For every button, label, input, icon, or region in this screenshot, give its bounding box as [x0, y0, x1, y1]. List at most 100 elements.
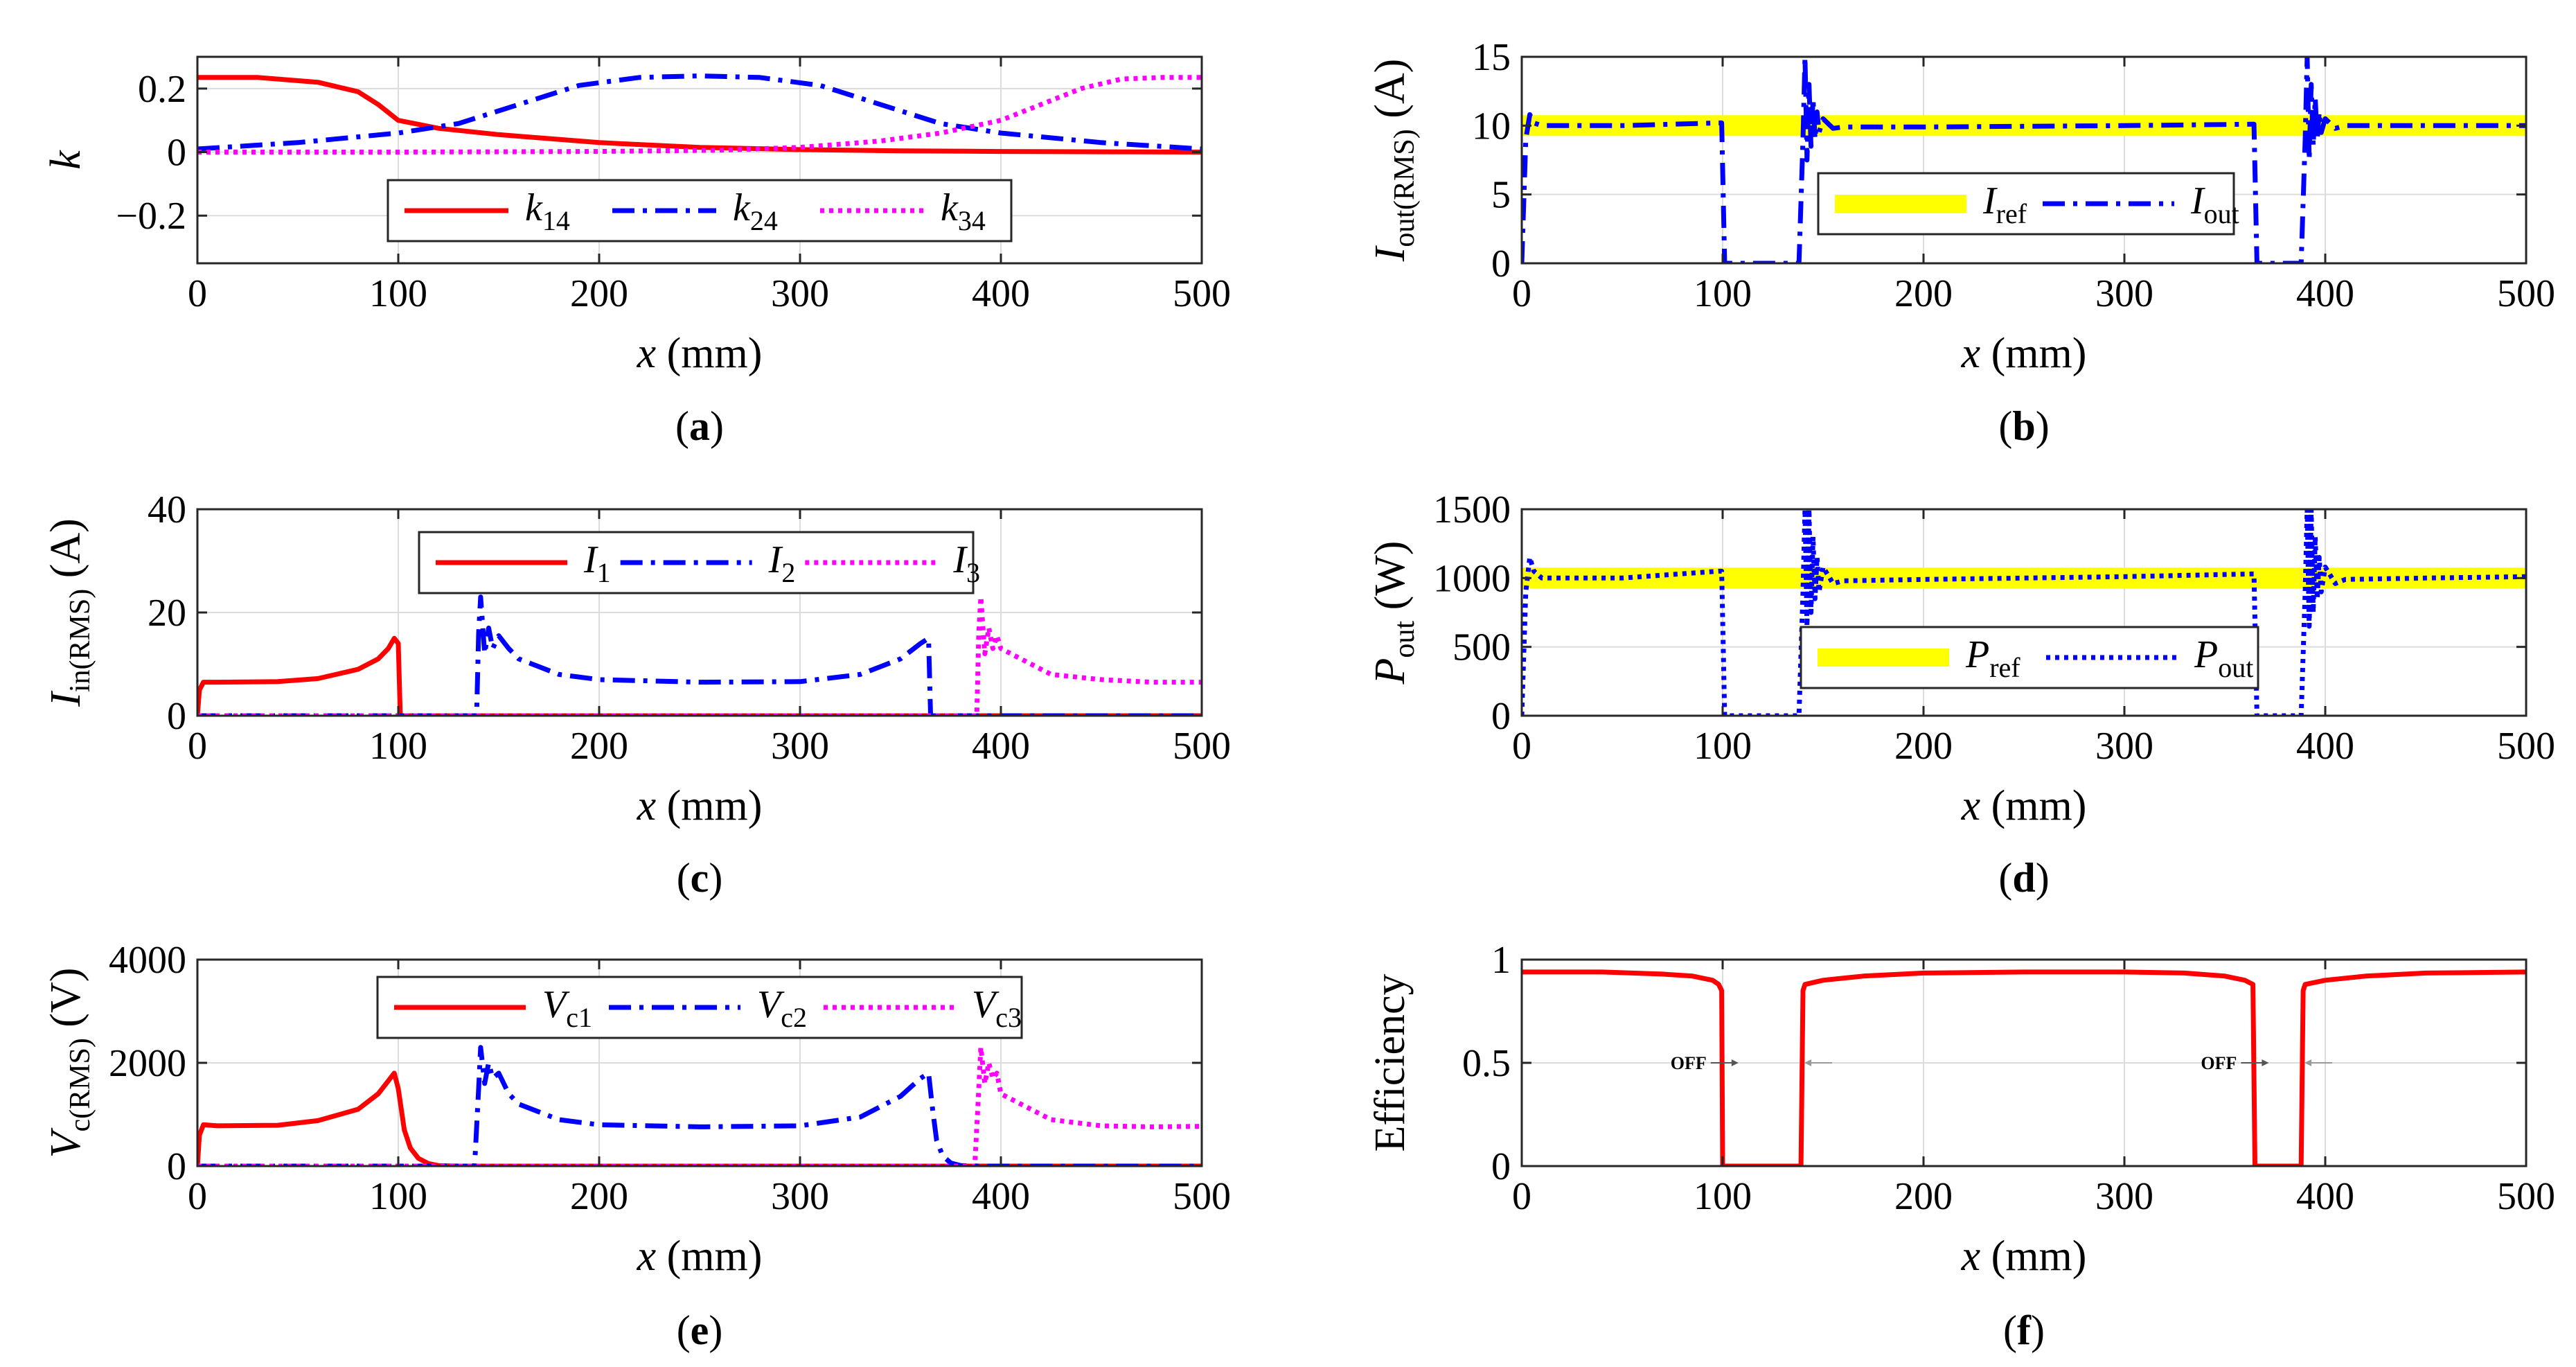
x-tick-label: 0	[1512, 725, 1531, 768]
y-axis-label: Efficiency	[1367, 973, 1414, 1152]
x-tick-label: 400	[972, 1175, 1030, 1218]
y-axis-label: Pout (W)	[1367, 541, 1421, 685]
x-tick-label: 100	[1694, 725, 1752, 768]
y-tick-label: 15	[1472, 36, 1511, 79]
x-tick-label: 100	[1694, 1175, 1752, 1218]
x-tick-label: 500	[2497, 725, 2555, 768]
y-tick-label: 0	[167, 695, 186, 738]
plot-area	[1522, 57, 2526, 263]
x-tick-label: 500	[1173, 272, 1231, 315]
y-tick-label: 5	[1491, 174, 1511, 217]
y-tick-label: 0.2	[138, 68, 186, 111]
panel-caption: (d)	[1998, 855, 2049, 901]
plot-area	[1522, 969, 2526, 1166]
panel-caption: (c)	[677, 855, 723, 901]
x-tick-label: 300	[771, 1175, 829, 1218]
panel-d: 0 100 200 300 400 500 0 500 1000 1500 x (mm) Pout (…	[1367, 488, 2555, 901]
plot-area	[1522, 509, 2526, 716]
arrowhead-icon	[1731, 1059, 1739, 1066]
y-axis-label: Vc(RMS) (V)	[42, 968, 96, 1158]
x-tick-label: 400	[2296, 272, 2354, 315]
panel-e: 0 100 200 300 400 500 0 2000 4000 x (mm) Vc(RMS) (…	[42, 939, 1231, 1353]
series-line-iout	[1522, 57, 2526, 263]
legend: I1 I2 I3	[418, 531, 980, 594]
y-tick-label: 1500	[1433, 488, 1511, 531]
y-tick-label: −0.2	[116, 195, 186, 238]
x-tick-label: 100	[369, 725, 427, 768]
x-tick-label: 200	[1894, 1175, 1953, 1218]
off-annotation: OFF	[1671, 1053, 1707, 1073]
arrowhead-icon	[2304, 1059, 2312, 1066]
panel-f: 0 100 200 300 400 500 0 0.5 1 x (mm) Efficiency (f)…	[1367, 939, 2555, 1353]
x-tick-label: 500	[2497, 1175, 2555, 1218]
series-line-k14	[197, 75, 1202, 155]
series-line-k24	[197, 73, 1202, 152]
y-tick-label: 0	[1491, 695, 1511, 738]
series-line-efficiency	[1522, 969, 2526, 1166]
panel-b: 0 100 200 300 400 500 0 5 10 15 x (mm) Iout(RMS) (A…	[1367, 36, 2555, 449]
legend: k14 k24 k34	[387, 179, 1013, 242]
y-axis-label: k	[42, 150, 89, 170]
x-tick-label: 200	[1894, 725, 1953, 768]
series-line-vc2	[197, 1045, 1202, 1166]
x-axis-label: x (mm)	[1961, 330, 2087, 377]
series-line-i1	[197, 635, 1202, 716]
y-tick-label: 0.5	[1462, 1042, 1511, 1085]
axes-frame	[1520, 55, 2528, 265]
series-line-i2	[197, 594, 1202, 716]
y-tick-label: 1000	[1433, 557, 1511, 600]
series-line-pout	[1522, 509, 2526, 716]
x-tick-label: 200	[570, 272, 628, 315]
x-axis-label: x (mm)	[1961, 782, 2087, 829]
x-tick-label: 400	[2296, 1175, 2354, 1218]
off-annotation: OFF	[2201, 1053, 2237, 1073]
x-tick-label: 0	[1512, 1175, 1531, 1218]
x-tick-label: 0	[188, 725, 207, 768]
legend: Vc1 Vc2 Vc3	[376, 976, 1023, 1039]
series-line-i3	[197, 594, 1202, 716]
x-axis-label: x (mm)	[637, 1233, 763, 1280]
legend-label: Iout	[2190, 179, 2239, 229]
panel-caption: (f)	[2003, 1307, 2045, 1353]
x-tick-label: 500	[1173, 1175, 1231, 1218]
y-tick-label: 40	[148, 488, 186, 531]
legend-label: I2	[768, 538, 796, 588]
y-tick-label: 0	[1491, 242, 1511, 285]
panel-caption: (b)	[1998, 403, 2049, 449]
x-axis-label: x (mm)	[637, 330, 763, 377]
x-tick-label: 0	[1512, 272, 1531, 315]
x-tick-label: 200	[570, 1175, 628, 1218]
axes-frame	[196, 55, 1203, 265]
x-tick-label: 300	[2095, 1175, 2153, 1218]
y-tick-label: 0	[167, 132, 186, 175]
x-tick-label: 100	[369, 272, 427, 315]
panel-caption: (e)	[677, 1307, 723, 1353]
legend-label: k34	[941, 186, 986, 236]
series-line-vc3	[197, 1045, 1202, 1166]
y-tick-label: 2000	[109, 1042, 186, 1085]
x-tick-label: 500	[2497, 272, 2555, 315]
panel-a: 0 100 200 300 400 500−0.200.2x (mm)k(a)k14 k24…	[42, 55, 1231, 449]
legend-label: I1	[583, 538, 611, 588]
x-tick-label: 300	[2095, 725, 2153, 768]
legend-label: Vc2	[757, 983, 807, 1033]
y-tick-label: 1	[1491, 939, 1511, 982]
y-tick-label: 500	[1453, 626, 1511, 669]
plot-area	[197, 73, 1202, 155]
panel-c: 0 100 200 300 400 500 0 20 40 x (mm) Iin(RMS) (A) (…	[42, 488, 1231, 901]
x-axis-label: x (mm)	[1961, 1233, 2087, 1280]
x-tick-label: 0	[188, 272, 207, 315]
y-axis-label: Iin(RMS) (A)	[42, 518, 96, 707]
x-tick-label: 200	[1894, 272, 1953, 315]
x-tick-label: 400	[2296, 725, 2354, 768]
legend-label: Pout	[2194, 633, 2253, 683]
x-tick-label: 200	[570, 725, 628, 768]
legend-label: Pref	[1965, 633, 2020, 683]
y-tick-label: 0	[167, 1145, 186, 1188]
legend-box	[1817, 172, 2235, 236]
x-tick-label: 300	[771, 725, 829, 768]
legend-label: Vc3	[972, 983, 1022, 1033]
x-axis-label: x (mm)	[637, 782, 763, 829]
y-tick-label: 10	[1472, 105, 1511, 148]
